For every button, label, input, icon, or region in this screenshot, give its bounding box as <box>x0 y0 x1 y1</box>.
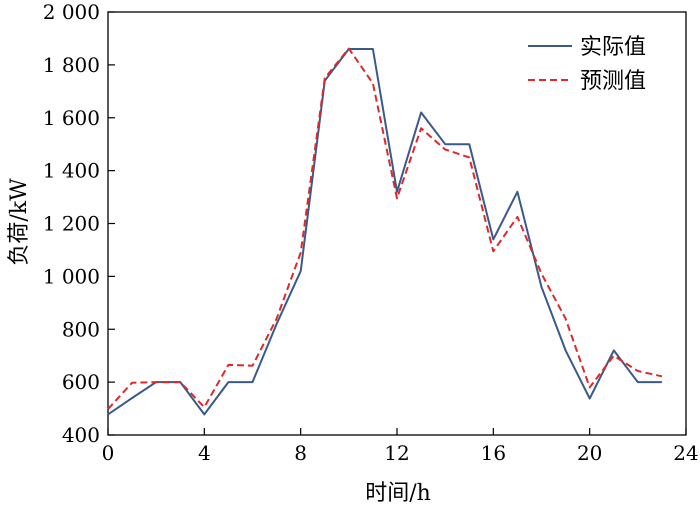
y-axis-title: 负荷/kW <box>7 178 32 266</box>
x-tick-label: 0 <box>102 441 115 465</box>
y-tick-label: 400 <box>62 423 100 447</box>
y-tick-label: 800 <box>62 317 100 341</box>
x-tick-label: 8 <box>294 441 307 465</box>
series-line-2 <box>107 47 663 410</box>
series-line-1 <box>107 48 662 416</box>
x-tick-label: 24 <box>673 441 698 465</box>
y-tick-label: 600 <box>62 370 100 394</box>
x-tick-label: 16 <box>481 441 506 465</box>
y-tick-label: 2 000 <box>43 0 100 24</box>
series-layer <box>107 47 663 416</box>
x-axis-title: 时间/h <box>365 481 431 506</box>
x-tick-label: 4 <box>198 441 211 465</box>
x-tick-label: 20 <box>577 441 602 465</box>
y-tick-label: 1 800 <box>43 53 100 77</box>
ticks-layer: 0 4 8 12 16 20 24 400 600 800 1 000 1 200 1 400 1 600… <box>43 0 699 465</box>
y-tick-label: 1 000 <box>43 264 100 288</box>
y-tick-label: 1 400 <box>43 159 100 183</box>
y-tick-label: 1 200 <box>43 212 100 236</box>
legend-label-2: 预测值 <box>580 69 646 94</box>
legend-label-1: 实际值 <box>580 35 646 60</box>
y-tick-label: 1 600 <box>43 106 100 130</box>
x-tick-label: 12 <box>384 441 409 465</box>
